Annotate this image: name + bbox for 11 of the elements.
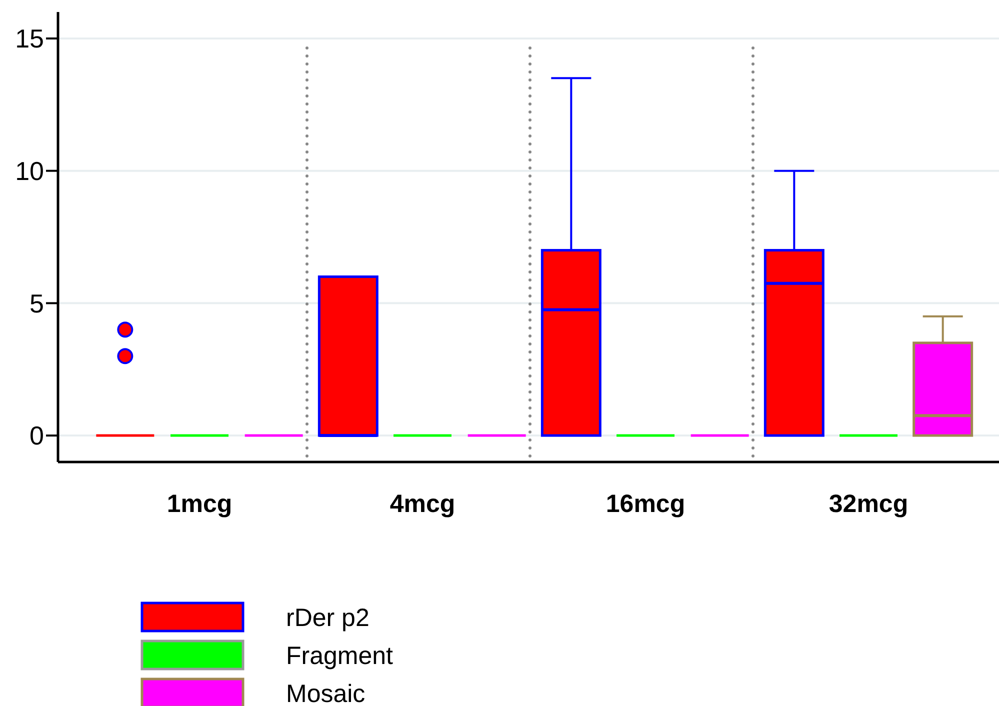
legend-label: rDer p2 (286, 604, 370, 632)
y-tick-label: 15 (15, 24, 44, 54)
x-tick-label: 4mcg (390, 490, 456, 518)
y-tick-label: 10 (15, 156, 44, 186)
legend-label: Mosaic (286, 680, 366, 706)
y-tick-label: 5 (30, 288, 44, 318)
x-tick-label: 16mcg (606, 490, 686, 518)
x-tick-label: 32mcg (828, 490, 908, 518)
y-tick-label: 0 (30, 420, 44, 451)
x-tick-label: 1mcg (166, 490, 232, 518)
legend-label: Fragment (286, 642, 394, 670)
